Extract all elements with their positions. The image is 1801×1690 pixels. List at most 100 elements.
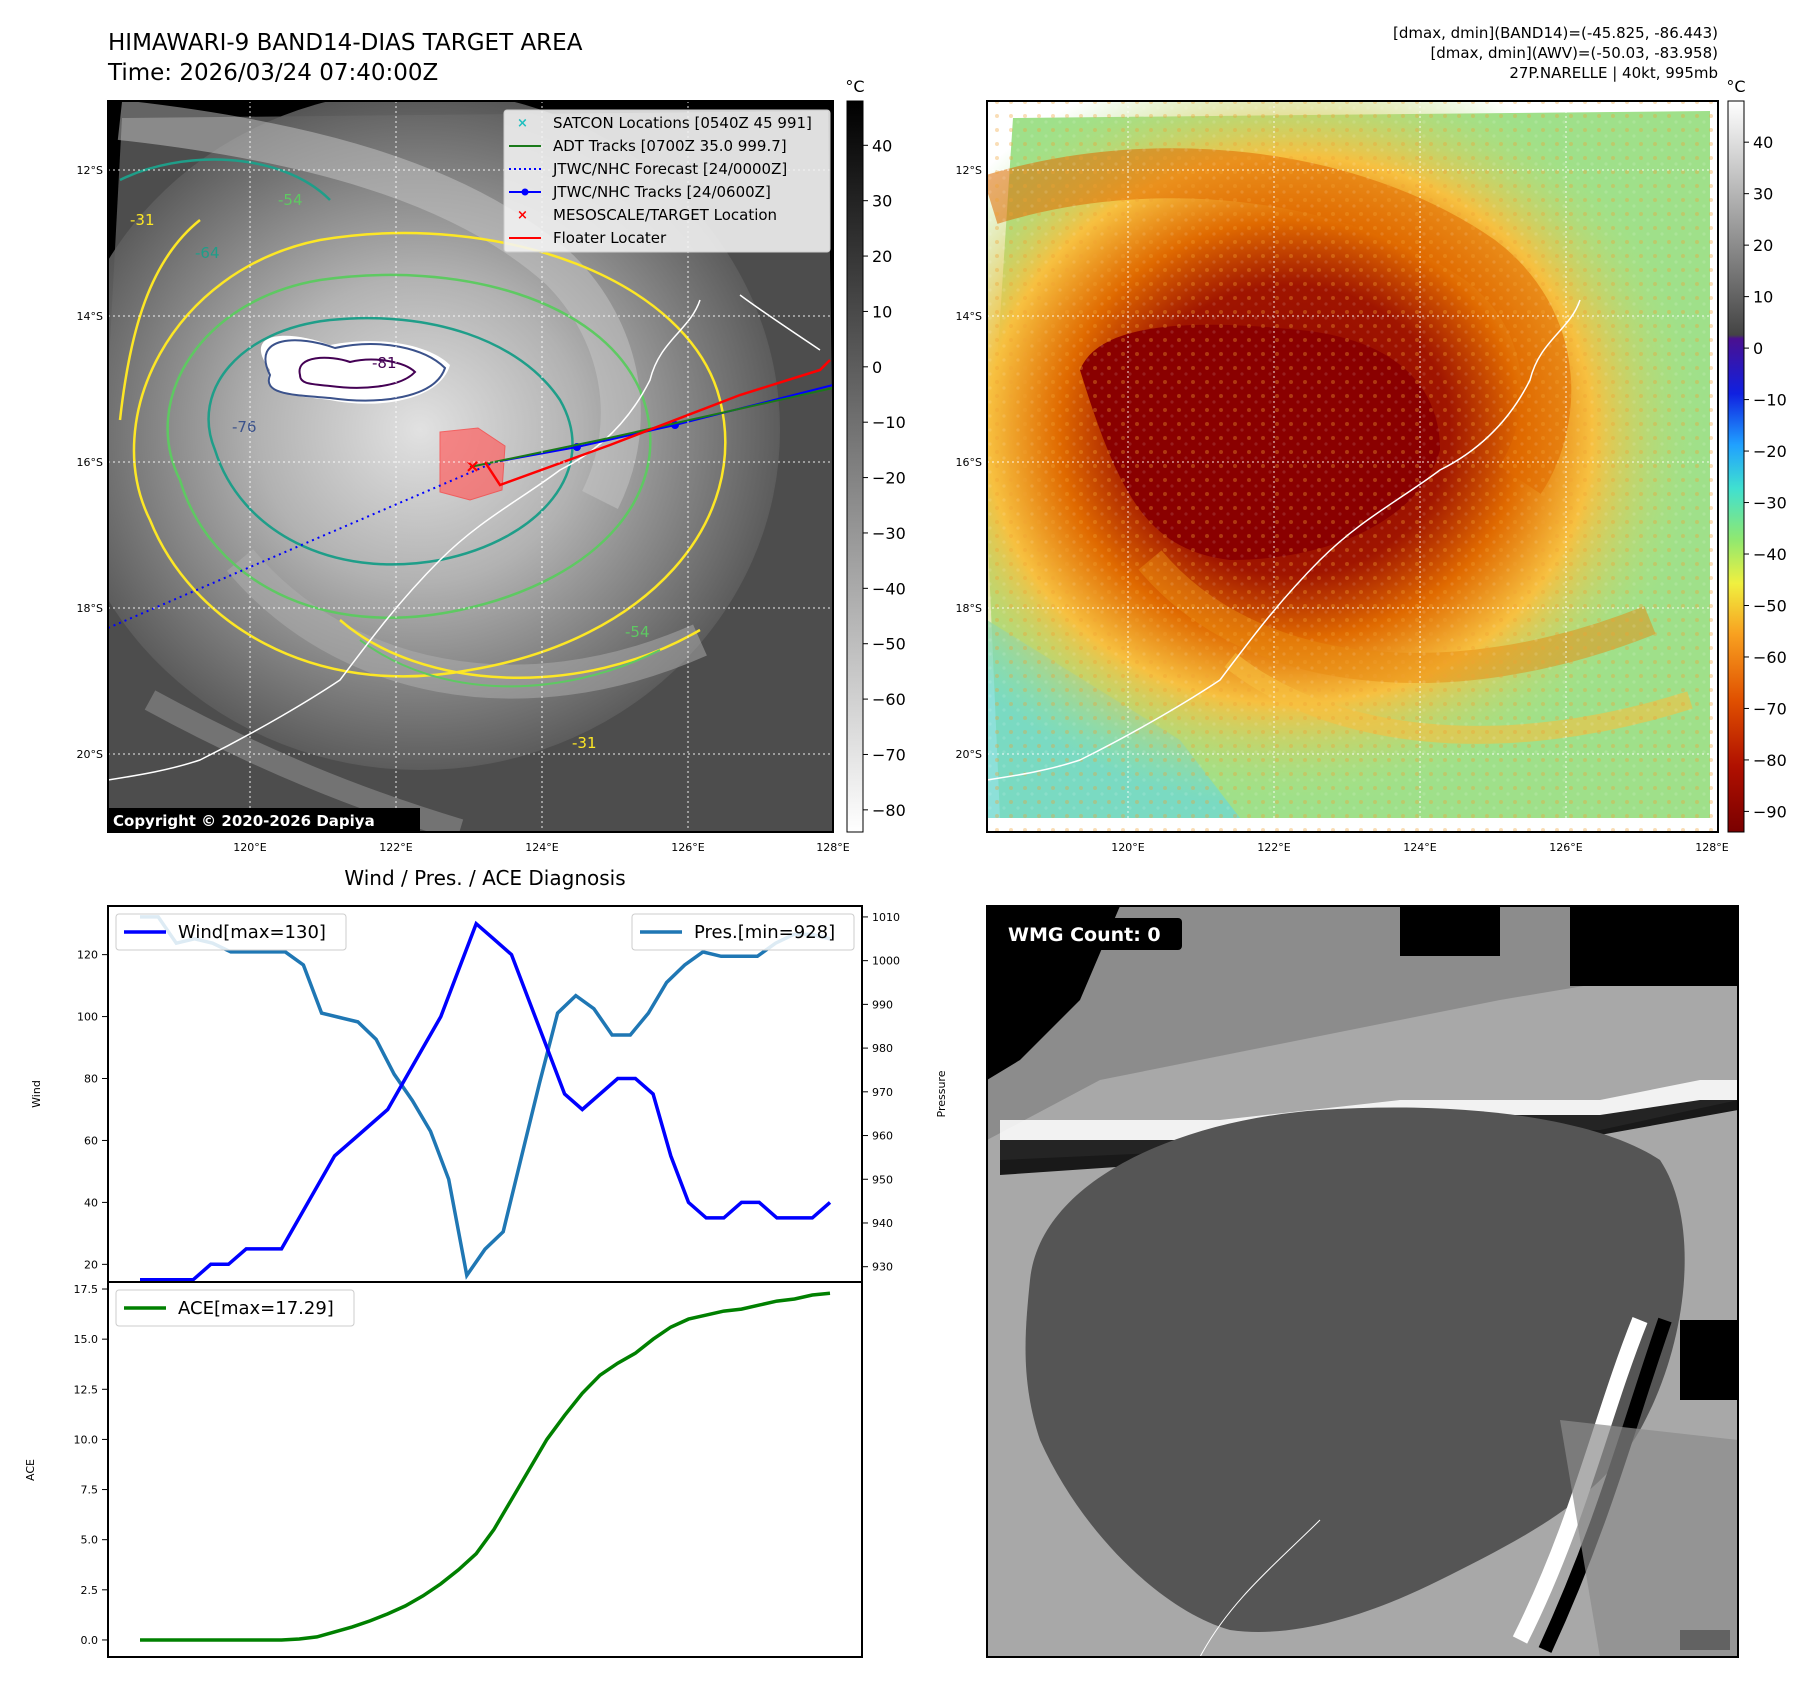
axis-tick-label: 2.5	[81, 1584, 99, 1597]
colorbar-tick-label: 0	[872, 358, 882, 377]
wind-legend-label: Wind[max=130]	[178, 922, 326, 943]
axis-tick-label: 60	[84, 1134, 98, 1147]
colorbar-tick-label: −20	[1753, 442, 1787, 461]
lon-label: 120°E	[233, 841, 266, 854]
wind-y-ticks: 20 40 60 80 100 120	[77, 949, 108, 1271]
wmg-band-north	[987, 906, 1738, 1140]
legend-label-adt: ADT Tracks [0700Z 35.0 999.7]	[553, 137, 787, 155]
ace-series-line	[140, 1291, 831, 1642]
colorbar-tick-label: −40	[1753, 545, 1787, 564]
colorbar-tick-label: −70	[1753, 699, 1787, 718]
info-line-awv: [dmax, dmin](AWV)=(-50.03, -83.958)	[1430, 44, 1718, 62]
figure-title-line2: Time: 2026/03/24 07:40:00Z	[107, 60, 438, 86]
pressure-y-ticks: 930 940 950 960 970 980 990 1000 1010	[862, 911, 900, 1274]
legend-label-jtwc-tracks: JTWC/NHC Tracks [24/0600Z]	[552, 183, 771, 201]
wmg-panel: WMG Count: 0	[986, 905, 1739, 1658]
wmg-black-patch-east	[1680, 1320, 1738, 1400]
legend-marker-mesoscale: ×	[517, 208, 528, 223]
contour-ring-76	[264, 339, 447, 402]
colorbar-tick-label: −70	[872, 745, 906, 764]
lon-label: 120°E	[1111, 841, 1144, 854]
contour-ring-44	[166, 273, 652, 619]
gray-colorbar: °C 40 30 20 10 0 −10 −20 −30 −40 −50 −60 −70 −80	[845, 77, 906, 833]
wind-legend-box	[115, 913, 347, 951]
lon-label: 126°E	[1549, 841, 1582, 854]
awv-lat-labels: 12°S 14°S 16°S 18°S 20°S	[956, 164, 982, 761]
lon-label: 126°E	[671, 841, 704, 854]
lon-label: 122°E	[379, 841, 412, 854]
colorbar-tick-label: −10	[872, 413, 906, 432]
contour-arc-west	[118, 219, 201, 421]
axis-tick-label: 17.5	[74, 1283, 99, 1296]
colorbar-tick-label: 30	[872, 192, 892, 211]
lon-label: 122°E	[1257, 841, 1290, 854]
awv-coastline	[987, 299, 1581, 781]
ace-chart: 0.0 2.5 5.0 7.5 10.0 12.5 15.0 17.5 ACE ACE[max…	[24, 1281, 863, 1658]
lat-label: 14°S	[956, 310, 982, 323]
wmg-coastline	[1199, 1519, 1321, 1657]
axis-tick-label: 80	[84, 1073, 98, 1086]
axis-tick-label: 5.0	[81, 1534, 99, 1547]
wmg-count-box	[1000, 918, 1182, 950]
lat-label: 18°S	[956, 602, 982, 615]
colorbar-tick-label: −30	[1753, 494, 1787, 513]
ir-coastline-northeast	[739, 294, 821, 351]
gray-colorbar-bar	[846, 100, 864, 833]
pressure-axis-label: Pressure	[935, 1070, 948, 1117]
lon-label: 124°E	[525, 841, 558, 854]
wind-plot-frame	[107, 905, 863, 1283]
colorbar-tick-label: −60	[872, 690, 906, 709]
lat-label: 18°S	[77, 602, 103, 615]
ace-y-ticks: 0.0 2.5 5.0 7.5 10.0 12.5 15.0 17.5	[74, 1283, 108, 1647]
axis-tick-label: 7.5	[81, 1484, 99, 1497]
wmg-core-region	[1025, 1107, 1685, 1632]
contour-label: -31	[130, 211, 155, 229]
contour-label: -81	[372, 354, 397, 372]
ace-legend-box	[115, 1289, 355, 1327]
ir-cold-cloud-top	[260, 335, 450, 404]
lat-label: 12°S	[956, 164, 982, 177]
legend-label-floater: Floater Locater	[553, 229, 667, 247]
axis-tick-label: 950	[872, 1173, 893, 1186]
pressure-legend: Pres.[min=928]	[631, 913, 855, 951]
diagnosis-title: Wind / Pres. / ACE Diagnosis	[344, 866, 625, 890]
colorbar-tick-label: −40	[872, 579, 906, 598]
wind-axis-label: Wind	[30, 1080, 43, 1108]
awv-colorbar-bar	[1727, 100, 1745, 833]
wind-series-line	[140, 920, 832, 1282]
lat-label: 12°S	[77, 164, 103, 177]
lon-label: 128°E	[1695, 841, 1728, 854]
lat-label: 20°S	[77, 748, 103, 761]
floater-locater-line	[483, 359, 831, 487]
colorbar-tick-label: −50	[872, 635, 906, 654]
ace-legend-label: ACE[max=17.29]	[178, 1298, 334, 1319]
ir-map-panel: × -31 -54 -64 -76 -81 -54 -31 Copyright …	[77, 100, 850, 854]
legend-label-mesoscale: MESOSCALE/TARGET Location	[553, 206, 777, 224]
contour-arc-south	[339, 619, 701, 679]
colorbar-tick-label: −90	[1753, 802, 1787, 821]
axis-tick-label: 940	[872, 1217, 893, 1230]
ir-rainband-southwest	[144, 690, 464, 832]
colorbar-tick-label: 20	[872, 247, 892, 266]
ace-legend: ACE[max=17.29]	[115, 1289, 355, 1327]
legend-label-forecast: JTWC/NHC Forecast [24/0000Z]	[552, 160, 787, 178]
lon-label: 128°E	[816, 841, 849, 854]
colorbar-tick-label: 10	[872, 302, 892, 321]
wmg-band-southeast	[1560, 1420, 1738, 1657]
awv-map-panel: 12°S 14°S 16°S 18°S 20°S 120°E 122°E 124…	[956, 100, 1729, 854]
wind-pressure-chart: Wind / Pres. / ACE Diagnosis 20 40 60 80 100…	[30, 866, 948, 1283]
awv-map-frame	[986, 100, 1719, 833]
axis-tick-label: 1010	[872, 911, 900, 924]
colorbar-tick-label: 20	[1753, 236, 1773, 255]
gray-colorbar-ticks: 40 30 20 10 0 −10 −20 −30 −40 −50 −60 −70 −80	[863, 136, 906, 820]
pressure-legend-label: Pres.[min=928]	[694, 922, 835, 943]
contour-label: -54	[625, 623, 650, 641]
wind-legend: Wind[max=130]	[115, 913, 347, 951]
wmg-count-label: WMG Count: 0	[1008, 924, 1161, 946]
lat-label: 14°S	[77, 310, 103, 323]
lat-label: 16°S	[77, 456, 103, 469]
axis-tick-label: 970	[872, 1086, 893, 1099]
awv-colorbar-ticks: 40 30 20 10 0 −10 −20 −30 −40 −50 −60 −70 −80 −90	[1744, 133, 1787, 821]
colorbar-tick-label: 30	[1753, 185, 1773, 204]
